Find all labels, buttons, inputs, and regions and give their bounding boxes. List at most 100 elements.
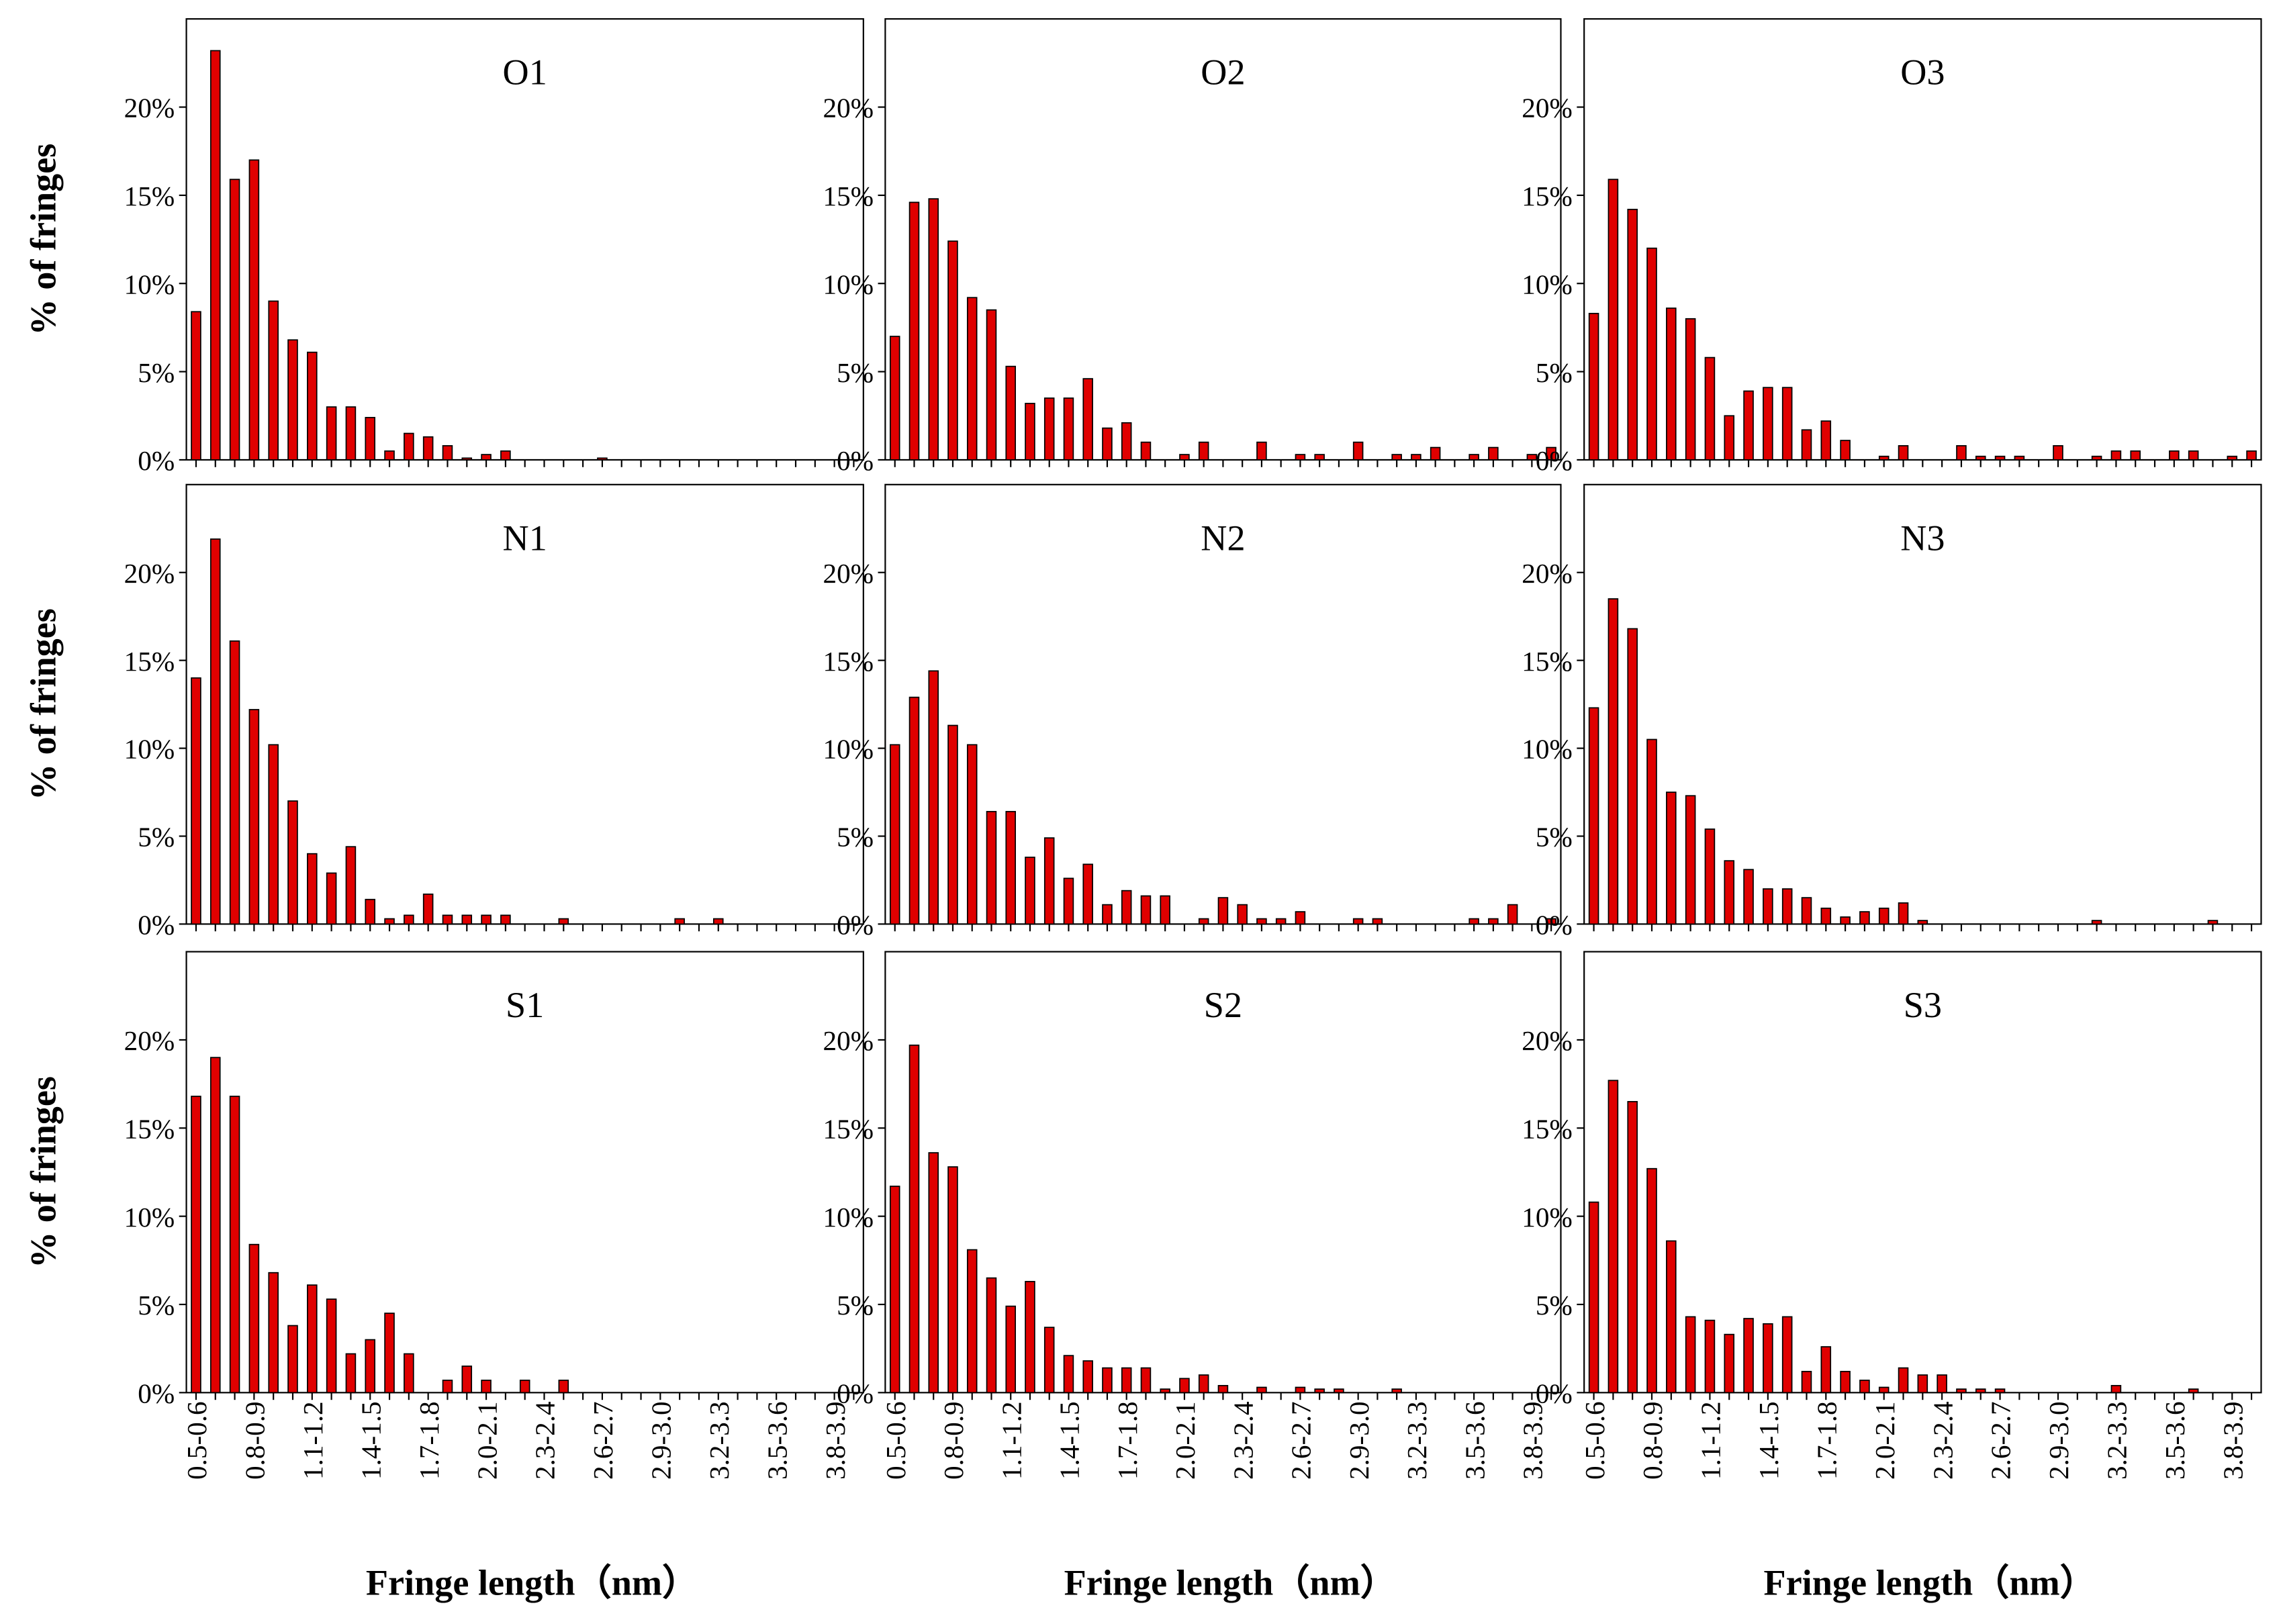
x-tick-label: 2.3-2.4 (530, 1401, 561, 1480)
bar (1507, 904, 1518, 925)
y-tick-label: 0% (837, 1378, 874, 1409)
bar (2227, 455, 2238, 461)
bar (248, 709, 260, 925)
bar (1063, 397, 1074, 461)
bar (1608, 598, 1619, 925)
bar (1256, 918, 1267, 925)
bar (1179, 454, 1190, 461)
bar (1102, 427, 1113, 461)
bar (1646, 738, 1657, 925)
bar (229, 640, 240, 925)
bar (1372, 918, 1383, 925)
bar (481, 1380, 492, 1394)
bar (1685, 1316, 1696, 1394)
y-tick-label: 20% (1522, 1025, 1573, 1056)
bar (1704, 1319, 1716, 1394)
bar (2188, 1388, 2199, 1394)
bar (1878, 1386, 1890, 1394)
bar (191, 1096, 201, 1394)
bar (908, 1044, 920, 1394)
bar (1859, 1380, 1870, 1394)
bar (1526, 454, 1538, 461)
bar (2091, 920, 2102, 925)
bar (1801, 429, 1812, 461)
bar (461, 914, 473, 925)
bar (1352, 441, 1364, 461)
y-tick-label: 5% (138, 357, 175, 388)
bar (889, 336, 900, 461)
bar (1005, 365, 1016, 461)
x-tick-label: 1.7-1.8 (1811, 1401, 1842, 1480)
x-tick-label: 2.6-2.7 (1286, 1401, 1317, 1480)
bar (1763, 1323, 1773, 1394)
bar (365, 898, 376, 925)
bar (947, 240, 958, 461)
panel-title: S3 (1904, 985, 1942, 1025)
bar (1546, 918, 1556, 925)
bar (1627, 1101, 1638, 1394)
y-tick-label: 20% (823, 1025, 874, 1056)
bar (365, 1339, 376, 1394)
y-tick-label: 15% (124, 646, 175, 677)
bar (1608, 1080, 1619, 1394)
bar (500, 914, 511, 925)
bar (1160, 1388, 1170, 1394)
bar (889, 744, 900, 925)
y-tick-label: 5% (138, 1290, 175, 1321)
bar (1898, 1367, 1909, 1394)
bar (209, 538, 221, 925)
bar (268, 744, 279, 925)
bar (2207, 920, 2219, 925)
y-tick-label: 15% (1522, 181, 1573, 211)
y-tick-label: 20% (823, 558, 874, 589)
bar (928, 1152, 939, 1394)
y-tick-label: 0% (837, 445, 874, 476)
bar (1025, 1280, 1035, 1394)
bar (1005, 810, 1016, 925)
bar (461, 1366, 473, 1394)
x-tick-label: 2.0-2.1 (1170, 1401, 1201, 1480)
y-tick-label: 0% (138, 910, 175, 941)
bar (558, 1380, 569, 1394)
bar (1043, 1327, 1055, 1394)
bar (1082, 378, 1093, 461)
bar (422, 894, 434, 925)
bar (1801, 1370, 1812, 1394)
bar (287, 800, 298, 925)
bar (1275, 918, 1287, 925)
bar (1878, 455, 1890, 461)
bar (558, 918, 569, 925)
bar (326, 1298, 337, 1394)
bar (1430, 446, 1441, 461)
y-tick-label: 20% (124, 93, 175, 124)
bar (1082, 863, 1093, 925)
panel-title: S1 (506, 985, 544, 1025)
bar (1469, 918, 1479, 925)
x-tick-label: 2.9-3.0 (1344, 1401, 1375, 1480)
y-axis-label: % of fringes (23, 1076, 63, 1268)
bar (1956, 445, 1967, 461)
bar (1820, 420, 1832, 461)
bar (2053, 445, 2063, 461)
bar (287, 1325, 298, 1394)
bar (1198, 918, 1209, 925)
bar (1043, 397, 1055, 461)
x-tick-label: 3.8-3.9 (1518, 1401, 1548, 1480)
x-tick-label: 1.4-1.5 (1753, 1401, 1784, 1480)
bar (966, 744, 978, 925)
bar (2110, 450, 2122, 461)
bar (986, 810, 997, 925)
bar (345, 1353, 357, 1394)
bar (1179, 1378, 1190, 1394)
bar (1724, 860, 1735, 925)
bar (1840, 1370, 1851, 1394)
bar (1295, 1386, 1306, 1394)
bar (519, 1380, 530, 1394)
x-tick-label: 0.8-0.9 (1637, 1401, 1668, 1480)
bar (365, 417, 376, 461)
x-tick-label: 2.3-2.4 (1927, 1401, 1958, 1480)
y-tick-label: 0% (1536, 910, 1573, 941)
bar (1763, 387, 1773, 461)
bar (928, 198, 939, 461)
